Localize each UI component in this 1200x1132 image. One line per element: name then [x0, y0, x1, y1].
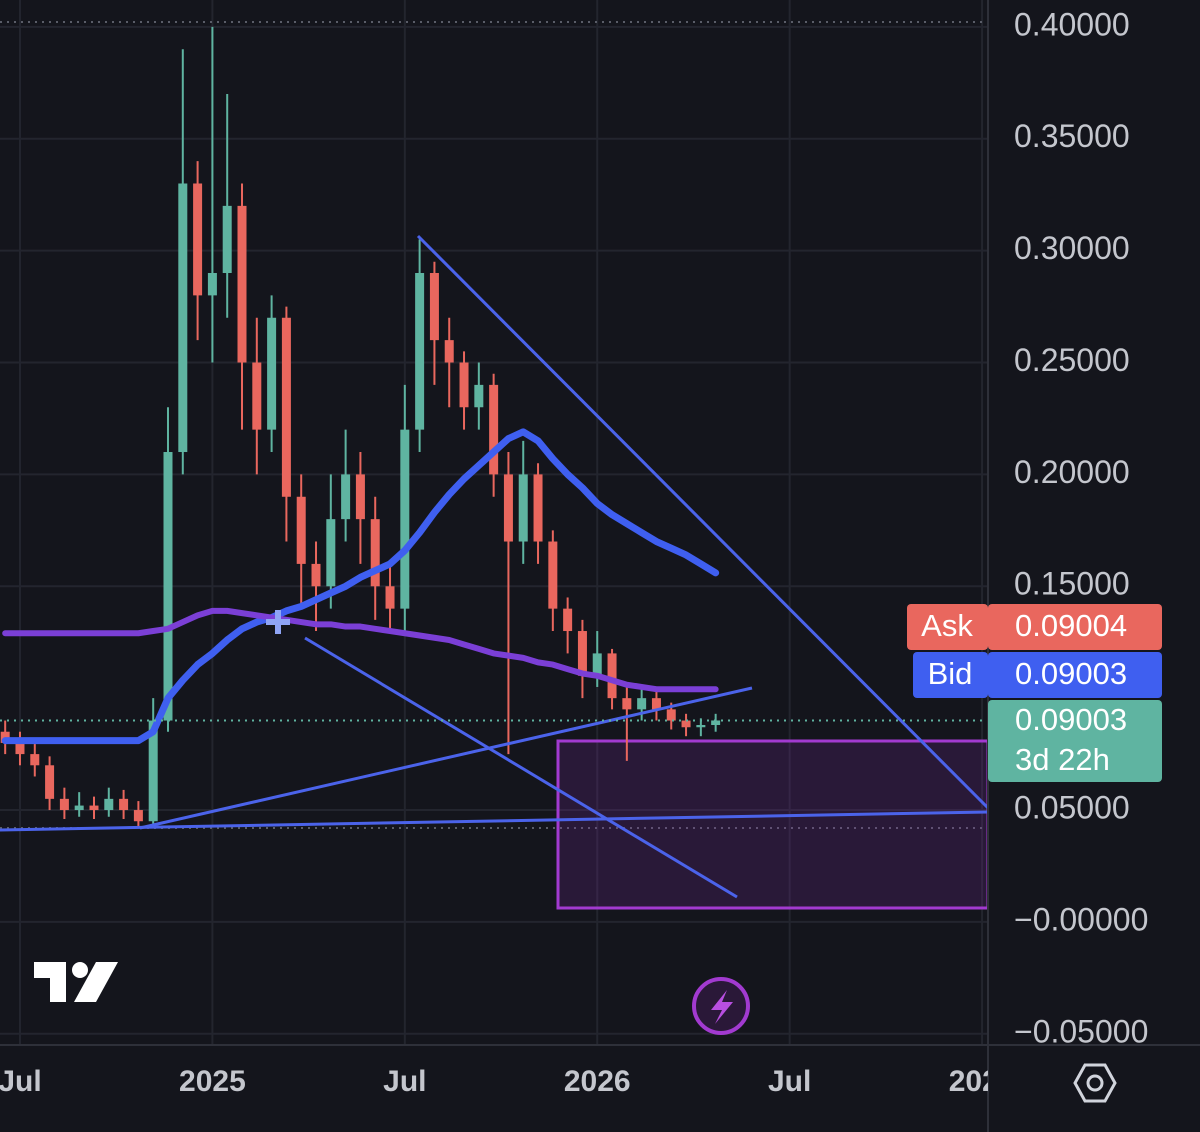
candle-body	[355, 474, 365, 520]
ask-label: Ask	[921, 608, 973, 643]
candle-body	[666, 709, 676, 721]
last-price-label: 0.09003	[1015, 702, 1127, 737]
lightning-button[interactable]	[692, 977, 750, 1035]
candle-body	[548, 541, 558, 609]
candle-body	[207, 272, 217, 296]
candle-body	[489, 384, 499, 475]
x-tick-label: Jul	[0, 1065, 42, 1098]
moving-average	[1, 428, 720, 745]
trendline	[0, 810, 988, 832]
candle-body	[518, 474, 528, 542]
candle-body	[651, 698, 661, 710]
candle-body	[681, 720, 691, 728]
candle-body	[341, 474, 351, 520]
x-tick-label: 2026	[564, 1065, 631, 1098]
bid-value: 0.09003	[1015, 656, 1127, 691]
settings-button[interactable]	[1073, 1063, 1117, 1103]
x-tick-label: Jul	[768, 1065, 811, 1098]
candle-body	[533, 474, 543, 542]
candle-body	[237, 205, 247, 363]
moving-average	[2, 607, 719, 693]
bid-label: Bid	[928, 656, 973, 691]
candle-body	[592, 653, 602, 676]
candle-body	[104, 798, 114, 811]
candle-body	[267, 317, 277, 430]
x-tick-label: 2025	[179, 1065, 246, 1098]
candle-body	[429, 272, 439, 341]
candle-body	[281, 317, 291, 497]
candle-body	[415, 272, 425, 430]
candle-body	[74, 805, 84, 811]
trendline	[304, 636, 738, 899]
cross-marker	[266, 610, 290, 634]
candle-body	[296, 496, 306, 564]
candle-body	[370, 519, 380, 587]
candle-body	[696, 725, 706, 728]
x-tick-label: 2027	[949, 1065, 1016, 1098]
y-tick-label: 0.15000	[1014, 566, 1130, 602]
candle-body	[178, 183, 188, 453]
candle-body	[503, 474, 513, 542]
candle-body	[163, 452, 173, 721]
ask-tag	[907, 604, 988, 650]
bid-tag	[988, 652, 1162, 698]
y-tick-label: 0.40000	[1014, 6, 1130, 42]
candle-body	[577, 631, 587, 676]
y-tick-label: −0.05000	[1014, 1013, 1148, 1049]
candle-body	[637, 698, 647, 710]
candle-body	[459, 362, 469, 408]
candle-body	[193, 183, 203, 296]
y-tick-label: 0.05000	[1014, 789, 1130, 825]
y-tick-label: 0.20000	[1014, 454, 1130, 490]
candle-body	[148, 720, 158, 822]
countdown: 3d 22h	[1015, 742, 1110, 777]
ask-tag	[988, 604, 1162, 650]
last-price-tag	[988, 700, 1162, 782]
candle-body	[711, 720, 721, 726]
trendline	[139, 686, 753, 830]
candle-body	[607, 653, 617, 699]
candle-body	[563, 608, 573, 632]
candle-body	[222, 205, 232, 273]
candle-body	[326, 519, 336, 587]
zone-box	[556, 739, 988, 910]
candle-body	[622, 698, 632, 710]
candle-body	[400, 429, 410, 609]
x-tick-label: Jul	[383, 1065, 426, 1098]
y-tick-label: −0.00000	[1014, 901, 1148, 937]
candle-body	[133, 810, 143, 822]
candle-body	[15, 742, 25, 755]
candle-body	[385, 586, 395, 609]
tradingview-logo	[34, 962, 118, 1002]
candle-body	[59, 798, 69, 811]
trendline	[416, 234, 988, 810]
candle-body	[45, 765, 55, 799]
candle-body	[30, 754, 40, 766]
candle-body	[252, 362, 262, 430]
bid-tag	[913, 652, 988, 698]
ask-value: 0.09004	[1015, 608, 1127, 643]
y-tick-label: 0.25000	[1014, 342, 1130, 378]
candle-body	[89, 805, 99, 811]
candle-body	[444, 340, 454, 363]
y-tick-label: 0.35000	[1014, 118, 1130, 154]
candle-body	[474, 384, 484, 408]
candle-body	[119, 798, 129, 811]
candle-body	[311, 563, 321, 587]
y-tick-label: 0.30000	[1014, 230, 1130, 266]
